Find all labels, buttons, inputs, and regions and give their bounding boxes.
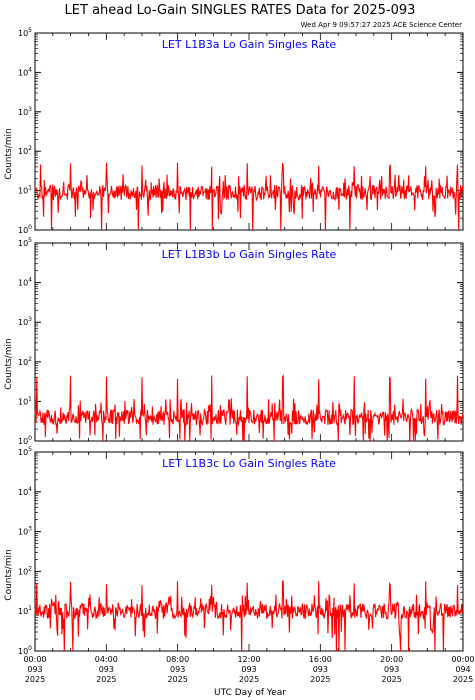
- x-tick-label-year: 2025: [310, 675, 330, 684]
- y-tick-label: 100: [18, 224, 32, 235]
- panel-2: 100 101 102 103 104 105 LET L1B3b Lo Gain Sing…: [18, 237, 464, 446]
- figure-title: LET ahead Lo-Gain SINGLES RATES Data for…: [65, 3, 416, 18]
- x-tick-label-doy: 093: [241, 665, 256, 674]
- y-tick-label: 102: [18, 565, 32, 576]
- y-tick-label: 102: [18, 145, 32, 156]
- panel-title: LET L1B3b Lo Gain Singles Rate: [162, 248, 337, 261]
- panel-title: LET L1B3c Lo Gain Singles Rate: [162, 457, 336, 470]
- generation-timestamp: Wed Apr 9 09:57:27 2025 ACE Science Cent…: [301, 21, 462, 29]
- x-tick-label-year: 2025: [453, 675, 473, 684]
- x-tick-label-doy: 093: [384, 665, 399, 674]
- x-tick-label-time: 12:00: [237, 655, 260, 664]
- x-tick-label-time: 16:00: [309, 655, 332, 664]
- y-tick-label: 101: [18, 395, 32, 406]
- x-tick-label-doy: 093: [170, 665, 185, 674]
- y-axis-label: Counts/min: [4, 128, 14, 179]
- x-axis-label: UTC Day of Year: [214, 688, 286, 698]
- y-tick-label: 105: [18, 27, 32, 38]
- y-tick-label: 104: [18, 277, 32, 288]
- x-tick-label-doy: 093: [313, 665, 328, 674]
- series-line: [34, 162, 464, 231]
- x-tick-label-time: 08:00: [166, 655, 189, 664]
- y-tick-label: 104: [18, 486, 32, 497]
- panel-frame: [34, 32, 464, 231]
- y-axis-label-2: Counts/min: [4, 338, 14, 389]
- x-tick-label-doy: 093: [99, 665, 114, 674]
- y-tick-label: 100: [18, 645, 32, 656]
- y-tick-label: 105: [18, 446, 32, 457]
- y-tick-label: 100: [18, 435, 32, 446]
- x-tick-label-time: 20:00: [380, 655, 403, 664]
- y-tick-label: 105: [18, 237, 32, 248]
- panel-1: 100 101 102 103 104 105 LET L1B3a Lo Gain Sing…: [18, 27, 464, 235]
- y-tick-label: 103: [18, 106, 32, 117]
- y-tick-label: 103: [18, 526, 32, 537]
- x-tick-label-year: 2025: [96, 675, 116, 684]
- x-tick-label-time: 04:00: [95, 655, 118, 664]
- y-tick-label: 102: [18, 356, 32, 367]
- y-axis-label-3: Counts/min: [4, 549, 14, 600]
- y-tick-label: 104: [18, 66, 32, 77]
- series-line: [34, 374, 464, 442]
- x-tick-label-doy: 094: [455, 665, 470, 674]
- x-tick-label-year: 2025: [381, 675, 401, 684]
- x-tick-label-year: 2025: [167, 675, 187, 684]
- x-tick-label-doy: 093: [27, 665, 42, 674]
- x-tick-label-year: 2025: [239, 675, 259, 684]
- x-tick-label-year: 2025: [25, 675, 45, 684]
- y-tick-label: 101: [18, 185, 32, 196]
- panel-title: LET L1B3a Lo Gain Singles Rate: [162, 38, 337, 51]
- panel-3: 100 101 102 103 104 105 LET L1B3c Lo Gain Sing…: [18, 446, 464, 656]
- y-tick-label: 101: [18, 605, 32, 616]
- y-tick-label: 103: [18, 316, 32, 327]
- series-line: [34, 580, 464, 652]
- x-tick-label-time: 00:00: [23, 655, 46, 664]
- x-tick-label-time: 00:00: [451, 655, 474, 664]
